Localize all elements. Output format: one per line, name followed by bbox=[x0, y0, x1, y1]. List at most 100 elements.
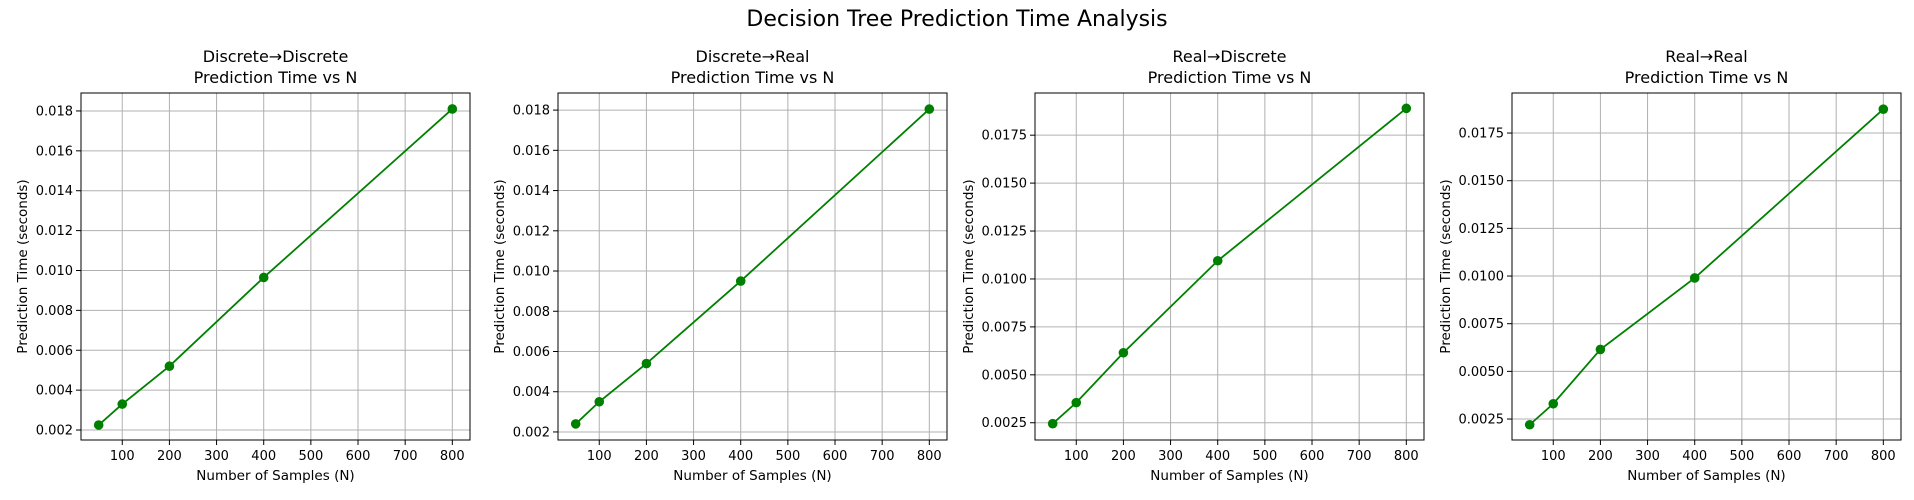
x-tick-label: 100 bbox=[587, 449, 612, 464]
x-tick-label: 400 bbox=[251, 449, 276, 464]
x-tick-label: 400 bbox=[1682, 449, 1707, 464]
data-point bbox=[735, 276, 746, 286]
y-axis-label: Prediction Time (seconds) bbox=[15, 179, 31, 353]
x-tick-label: 100 bbox=[110, 449, 135, 464]
panel-title-line1: Real→Discrete bbox=[1173, 47, 1287, 66]
y-tick-label: 0.008 bbox=[36, 304, 73, 319]
axes-frame bbox=[80, 92, 471, 441]
x-axis-label: Number of Samples (N) bbox=[673, 468, 831, 484]
x-tick-label: 200 bbox=[1111, 449, 1136, 464]
x-tick-label: 800 bbox=[1871, 449, 1896, 464]
y-tick-label: 0.0175 bbox=[982, 129, 1028, 144]
panel-title-line1: Discrete→Real bbox=[696, 47, 810, 66]
y-axis-label: Prediction Time (seconds) bbox=[961, 179, 977, 353]
data-point bbox=[641, 358, 652, 369]
data-point bbox=[1524, 419, 1535, 430]
y-tick-label: 0.012 bbox=[513, 224, 550, 239]
x-axis-label: Number of Samples (N) bbox=[1627, 468, 1785, 484]
y-tick-label: 0.004 bbox=[36, 384, 73, 399]
x-tick-label: 100 bbox=[1541, 449, 1566, 464]
x-tick-label: 700 bbox=[870, 449, 895, 464]
y-axis-label: Prediction Time (seconds) bbox=[1438, 179, 1454, 353]
x-tick-label: 300 bbox=[204, 449, 229, 464]
y-tick-label: 0.018 bbox=[36, 104, 73, 119]
data-point bbox=[1595, 344, 1606, 355]
x-tick-label: 500 bbox=[1729, 449, 1754, 464]
x-tick-label: 700 bbox=[393, 449, 418, 464]
data-point bbox=[1071, 397, 1082, 408]
data-point bbox=[924, 104, 935, 114]
y-tick-label: 0.0150 bbox=[1459, 174, 1505, 189]
x-tick-label: 500 bbox=[775, 449, 800, 464]
axes-frame bbox=[1034, 92, 1425, 441]
x-tick-label: 700 bbox=[1824, 449, 1849, 464]
x-tick-label: 600 bbox=[1777, 449, 1802, 464]
chart-panel-4: Real→Real Prediction Time vs N 100 200 300 40… bbox=[1438, 47, 1902, 484]
data-point bbox=[1878, 104, 1889, 115]
x-tick-label: 800 bbox=[917, 449, 942, 464]
data-point bbox=[1047, 418, 1058, 429]
x-tick-label: 600 bbox=[1300, 449, 1325, 464]
y-tick-label: 0.008 bbox=[513, 305, 550, 320]
x-tick-label: 200 bbox=[157, 449, 182, 464]
y-tick-label: 0.016 bbox=[513, 144, 550, 159]
data-point bbox=[1212, 255, 1223, 266]
y-tick-label: 0.018 bbox=[513, 104, 550, 119]
y-tick-label: 0.0050 bbox=[1459, 365, 1505, 380]
y-tick-label: 0.014 bbox=[513, 184, 550, 199]
x-tick-label: 600 bbox=[346, 449, 371, 464]
y-tick-label: 0.014 bbox=[36, 184, 73, 199]
data-point bbox=[164, 361, 175, 372]
axes-frame bbox=[557, 92, 948, 441]
y-tick-label: 0.002 bbox=[36, 424, 73, 439]
y-tick-label: 0.002 bbox=[513, 425, 550, 440]
data-point bbox=[570, 419, 581, 429]
data-point bbox=[1689, 273, 1700, 283]
y-tick-label: 0.0025 bbox=[1459, 413, 1505, 428]
y-tick-label: 0.006 bbox=[36, 344, 73, 359]
x-tick-label: 400 bbox=[1205, 449, 1230, 464]
x-tick-label: 300 bbox=[1635, 449, 1660, 464]
y-tick-label: 0.004 bbox=[513, 385, 550, 400]
y-tick-label: 0.010 bbox=[513, 265, 550, 280]
x-tick-label: 300 bbox=[681, 449, 706, 464]
y-tick-label: 0.0075 bbox=[1459, 317, 1505, 332]
panel-title-line1: Discrete→Discrete bbox=[203, 47, 349, 66]
data-point bbox=[594, 396, 605, 407]
x-tick-label: 600 bbox=[823, 449, 848, 464]
data-point bbox=[258, 272, 269, 283]
panel-title-line1: Real→Real bbox=[1665, 47, 1747, 66]
y-tick-label: 0.0125 bbox=[982, 225, 1028, 240]
x-tick-label: 500 bbox=[1252, 449, 1277, 464]
x-tick-label: 700 bbox=[1347, 449, 1372, 464]
chart-panel-1: Discrete→Discrete Prediction Time vs N 100… bbox=[15, 47, 471, 484]
panel-title-line2: Prediction Time vs N bbox=[671, 68, 835, 87]
y-tick-label: 0.0025 bbox=[982, 416, 1028, 431]
chart-panel-2: Discrete→Real Prediction Time vs N 100 200 3… bbox=[492, 47, 948, 484]
data-point bbox=[1401, 103, 1412, 114]
data-point bbox=[93, 420, 104, 430]
panel-title-line2: Prediction Time vs N bbox=[1148, 68, 1312, 87]
data-point bbox=[117, 399, 128, 409]
y-tick-label: 0.012 bbox=[36, 224, 73, 239]
y-tick-label: 0.0150 bbox=[982, 177, 1028, 192]
x-tick-label: 100 bbox=[1064, 449, 1089, 464]
x-tick-label: 400 bbox=[728, 449, 753, 464]
figure-title: Decision Tree Prediction Time Analysis bbox=[746, 7, 1167, 32]
y-tick-label: 0.006 bbox=[513, 345, 550, 360]
panel-title-line2: Prediction Time vs N bbox=[194, 68, 358, 87]
x-axis-label: Number of Samples (N) bbox=[196, 468, 354, 484]
y-tick-label: 0.0100 bbox=[1459, 270, 1505, 285]
chart-panel-3: Real→Discrete Prediction Time vs N 100 200 3… bbox=[961, 47, 1425, 484]
y-tick-label: 0.010 bbox=[36, 264, 73, 279]
y-axis-label: Prediction Time (seconds) bbox=[492, 179, 508, 353]
y-tick-label: 0.0100 bbox=[982, 272, 1028, 287]
y-tick-label: 0.0175 bbox=[1459, 127, 1505, 142]
data-point bbox=[447, 104, 458, 114]
x-axis-label: Number of Samples (N) bbox=[1150, 468, 1308, 484]
y-tick-label: 0.0075 bbox=[982, 320, 1028, 335]
x-tick-label: 300 bbox=[1158, 449, 1183, 464]
data-point bbox=[1548, 398, 1559, 409]
x-tick-label: 200 bbox=[634, 449, 659, 464]
